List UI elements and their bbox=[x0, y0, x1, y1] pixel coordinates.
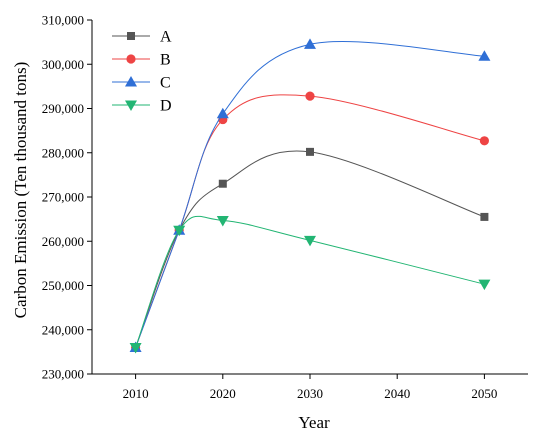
data-point bbox=[305, 91, 315, 101]
legend-marker bbox=[125, 100, 137, 111]
y-tick-label: 260,000 bbox=[42, 234, 84, 249]
x-tick-label: 2020 bbox=[210, 386, 236, 401]
legend-marker bbox=[125, 76, 137, 87]
data-point bbox=[480, 212, 489, 221]
data-point bbox=[129, 342, 142, 354]
legend-marker bbox=[126, 54, 136, 64]
data-point bbox=[306, 147, 314, 156]
x-tick-label: 2040 bbox=[384, 386, 410, 401]
y-tick-label: 230,000 bbox=[42, 367, 84, 382]
x-tick-label: 2050 bbox=[471, 386, 497, 401]
legend-item-c: C bbox=[112, 75, 171, 92]
data-point bbox=[216, 215, 229, 227]
series-c bbox=[129, 38, 491, 352]
legend-label: D bbox=[160, 98, 172, 115]
y-tick-label: 270,000 bbox=[42, 190, 84, 205]
y-axis-title: Carbon Emission (Ten thousand tons) bbox=[11, 62, 30, 319]
y-tick-label: 280,000 bbox=[42, 145, 84, 160]
x-tick-label: 2010 bbox=[123, 386, 149, 401]
legend-label: A bbox=[160, 29, 172, 46]
data-point bbox=[218, 179, 227, 188]
series-line-b bbox=[135, 94, 485, 348]
y-tick-label: 240,000 bbox=[42, 322, 84, 337]
legend-label: C bbox=[160, 75, 171, 92]
legend-item-b: B bbox=[112, 52, 171, 69]
legend-item-a: A bbox=[112, 29, 172, 46]
x-axis-title: Year bbox=[298, 413, 330, 432]
data-point bbox=[304, 38, 316, 49]
series-d bbox=[129, 215, 491, 354]
y-tick-label: 310,000 bbox=[42, 13, 84, 28]
data-point bbox=[173, 225, 186, 237]
series-a bbox=[131, 147, 489, 352]
series-line-a bbox=[135, 150, 485, 348]
y-tick-label: 250,000 bbox=[42, 278, 84, 293]
series-line-d bbox=[135, 215, 485, 348]
data-point bbox=[478, 50, 491, 61]
data-point bbox=[216, 107, 229, 119]
data-point bbox=[479, 136, 489, 146]
y-tick-label: 300,000 bbox=[42, 57, 84, 72]
data-point bbox=[478, 279, 491, 291]
legend-label: B bbox=[160, 52, 171, 69]
x-tick-label: 2030 bbox=[297, 386, 323, 401]
y-tick-label: 290,000 bbox=[42, 101, 84, 116]
data-point bbox=[304, 235, 316, 247]
legend-item-d: D bbox=[112, 98, 172, 115]
legend-marker bbox=[127, 32, 135, 40]
plot-area: 230,000 240,000 250,000 260,000 270,000 280,0… bbox=[42, 13, 528, 401]
series-b bbox=[131, 91, 489, 353]
